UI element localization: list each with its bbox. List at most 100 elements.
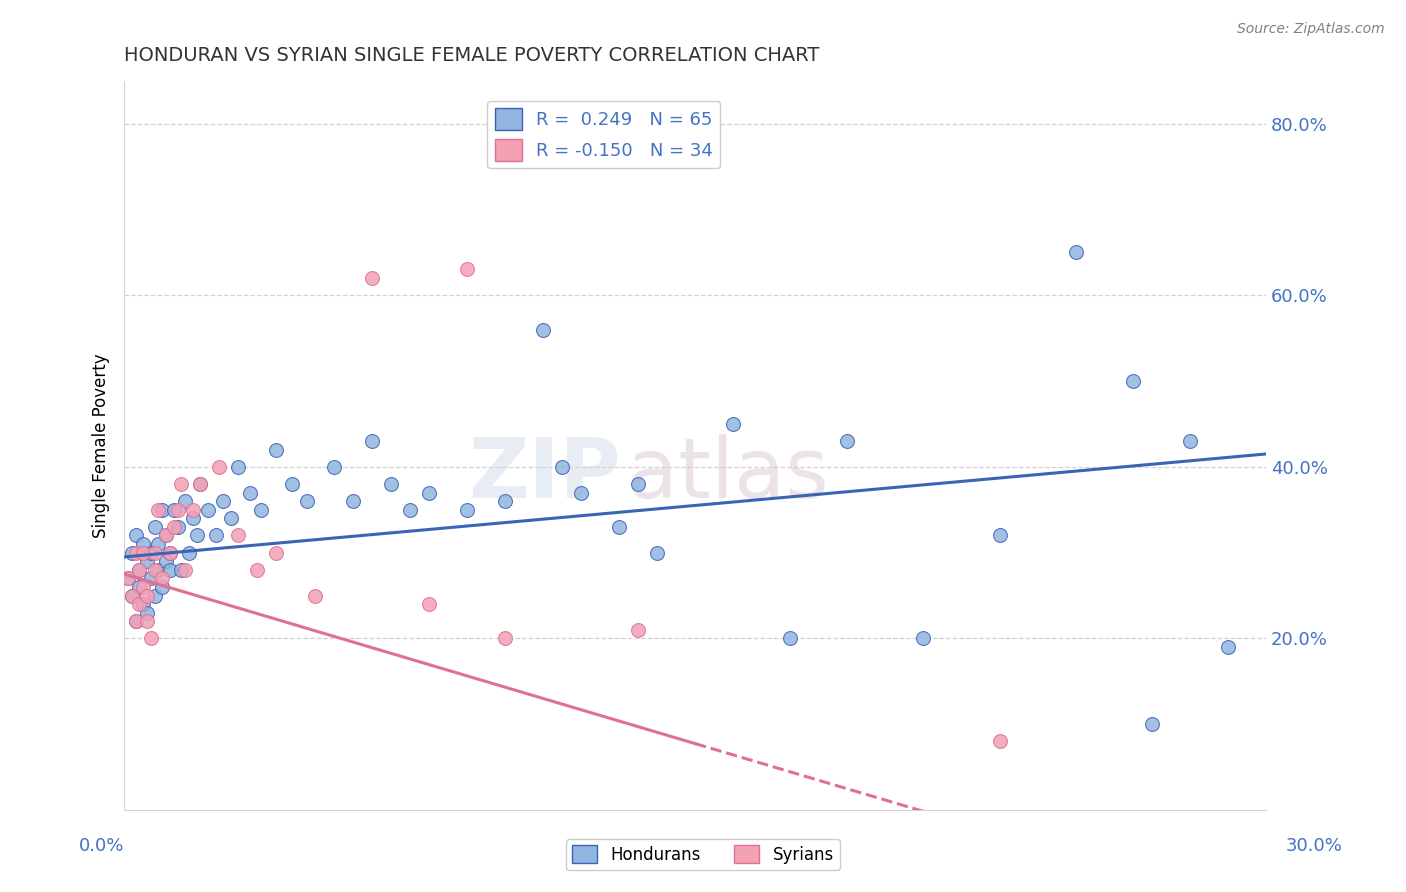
Point (1122, 374, 1144, 388)
Point (132, 580, 155, 594)
Point (139, 546, 162, 560)
Point (150, 502, 173, 516)
Legend: R =  0.249   N = 65, R = -0.150   N = 34: R = 0.249 N = 65, R = -0.150 N = 34 (488, 101, 720, 169)
Point (177, 546, 200, 560)
Point (139, 632, 162, 646)
Point (456, 502, 478, 516)
Point (150, 580, 173, 594)
Text: atlas: atlas (627, 434, 828, 515)
Point (132, 597, 155, 611)
Text: 0.0%: 0.0% (79, 837, 124, 855)
Point (418, 485, 440, 500)
Point (188, 477, 211, 491)
Point (988, 528, 1011, 542)
Point (456, 262, 478, 277)
Point (295, 494, 318, 508)
Point (174, 563, 197, 577)
Point (246, 563, 269, 577)
Point (132, 537, 155, 551)
Point (212, 494, 235, 508)
Legend: Hondurans, Syrians: Hondurans, Syrians (565, 838, 841, 871)
Point (148, 537, 170, 551)
Point (627, 477, 650, 491)
Point (380, 477, 402, 491)
Point (266, 546, 288, 560)
Point (128, 563, 150, 577)
Point (418, 597, 440, 611)
Text: 30.0%: 30.0% (1286, 837, 1343, 855)
Point (148, 563, 170, 577)
Point (607, 520, 630, 534)
Point (1064, 245, 1087, 260)
Point (228, 528, 250, 542)
Point (280, 477, 302, 491)
Point (143, 563, 166, 577)
Point (837, 434, 859, 448)
Point (159, 546, 181, 560)
Text: Source: ZipAtlas.com: Source: ZipAtlas.com (1237, 22, 1385, 37)
Point (186, 528, 208, 542)
Point (188, 477, 211, 491)
Point (645, 546, 668, 560)
Point (159, 563, 181, 577)
Point (136, 589, 159, 603)
Point (159, 546, 181, 560)
Point (121, 546, 143, 560)
Point (494, 494, 516, 508)
Point (155, 554, 177, 568)
Point (136, 554, 159, 568)
Point (208, 459, 231, 474)
Point (531, 322, 554, 336)
Point (132, 546, 155, 560)
Point (204, 528, 226, 542)
Point (551, 459, 574, 474)
Point (117, 571, 139, 585)
Point (128, 597, 150, 611)
Point (155, 528, 177, 542)
Point (128, 563, 150, 577)
Point (721, 417, 744, 431)
Point (627, 623, 650, 637)
Point (124, 528, 146, 542)
Point (174, 494, 197, 508)
Point (250, 502, 273, 516)
Point (143, 546, 166, 560)
Point (1178, 434, 1201, 448)
Point (988, 734, 1011, 748)
Point (228, 459, 250, 474)
Point (219, 511, 242, 525)
Point (912, 632, 935, 646)
Point (163, 502, 186, 516)
Point (342, 494, 364, 508)
Point (143, 589, 166, 603)
Point (1140, 717, 1163, 731)
Point (124, 615, 146, 629)
Point (181, 511, 204, 525)
Point (121, 589, 143, 603)
Point (494, 632, 516, 646)
Point (117, 571, 139, 585)
Text: ZIP: ZIP (468, 434, 621, 515)
Point (398, 502, 420, 516)
Point (239, 485, 262, 500)
Point (360, 271, 382, 285)
Point (124, 615, 146, 629)
Text: HONDURAN VS SYRIAN SINGLE FEMALE POVERTY CORRELATION CHART: HONDURAN VS SYRIAN SINGLE FEMALE POVERTY… (124, 46, 820, 65)
Point (197, 502, 219, 516)
Point (166, 520, 188, 534)
Point (163, 520, 186, 534)
Point (139, 571, 162, 585)
Point (121, 589, 143, 603)
Point (304, 589, 326, 603)
Point (170, 477, 193, 491)
Y-axis label: Single Female Poverty: Single Female Poverty (93, 353, 110, 538)
Point (150, 571, 173, 585)
Point (181, 502, 204, 516)
Point (166, 502, 188, 516)
Point (360, 434, 382, 448)
Point (779, 632, 801, 646)
Point (136, 615, 159, 629)
Point (155, 528, 177, 542)
Point (266, 442, 288, 457)
Point (170, 563, 193, 577)
